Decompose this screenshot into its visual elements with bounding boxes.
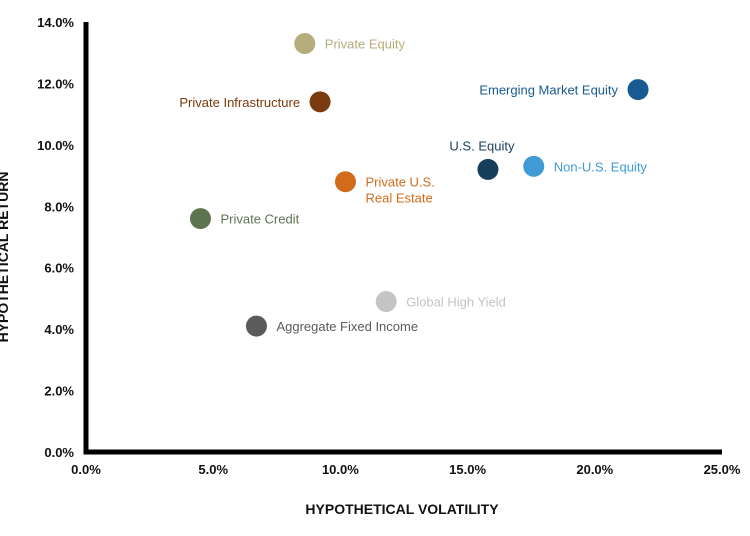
data-points: Private Equity Private Infrastructure Emer… [179, 33, 649, 337]
data-point [309, 91, 331, 113]
data-point [189, 208, 211, 230]
y-tick-label: 12.0% [37, 76, 74, 91]
data-point [523, 155, 545, 177]
x-tick-label: 25.0% [704, 462, 741, 477]
data-point [477, 158, 499, 180]
data-point-group: Private Credit [189, 208, 300, 230]
x-tick-label: 10.0% [322, 462, 359, 477]
data-point-label: Private U.S. Real Estate [365, 175, 434, 206]
x-tick-label: 20.0% [576, 462, 613, 477]
data-point-label: Global High Yield [406, 295, 506, 310]
data-point-label: U.S. Equity [449, 138, 515, 153]
y-tick-label: 6.0% [44, 261, 74, 276]
data-point-group: Private U.S. Real Estate [334, 171, 435, 206]
x-tick-labels: 0.0% 5.0% 10.0% 15.0% 20.0% 25.0% [71, 462, 741, 477]
x-tick-label: 5.0% [198, 462, 228, 477]
data-point [334, 171, 356, 193]
x-tick-label: 15.0% [449, 462, 486, 477]
data-point-label: Non-U.S. Equity [554, 159, 648, 174]
data-point-group: U.S. Equity [449, 138, 515, 180]
y-tick-label: 10.0% [37, 138, 74, 153]
y-tick-label: 14.0% [37, 15, 74, 30]
data-point-label: Private Infrastructure [179, 95, 300, 110]
data-point-group: Emerging Market Equity [479, 79, 649, 101]
x-tick-label: 0.0% [71, 462, 101, 477]
data-point-label: Private Equity [325, 37, 406, 52]
data-point-group: Non-U.S. Equity [523, 155, 648, 177]
data-point [245, 315, 267, 337]
data-point-label: Private Credit [220, 212, 299, 227]
data-point-label: Emerging Market Equity [479, 83, 618, 98]
y-tick-label: 2.0% [44, 384, 74, 399]
y-tick-label: 0.0% [44, 445, 74, 460]
y-axis-title: HYPOTHETICAL RETURN [0, 172, 11, 343]
data-point [627, 79, 649, 101]
data-point-label: Aggregate Fixed Income [276, 319, 418, 334]
data-point [375, 291, 397, 312]
y-tick-label: 8.0% [44, 199, 74, 214]
data-point-group: Global High Yield [375, 291, 506, 312]
data-point-group: Private Equity [294, 33, 405, 54]
data-point [294, 33, 316, 54]
y-tick-labels: 0.0% 2.0% 4.0% 6.0% 8.0% 10.0% 12.0% 14.0% [37, 15, 74, 460]
data-point-group: Private Infrastructure [179, 91, 331, 113]
y-tick-label: 4.0% [44, 322, 74, 337]
x-axis-title: HYPOTHETICAL VOLATILITY [305, 501, 499, 517]
data-point-group: Aggregate Fixed Income [245, 315, 418, 337]
